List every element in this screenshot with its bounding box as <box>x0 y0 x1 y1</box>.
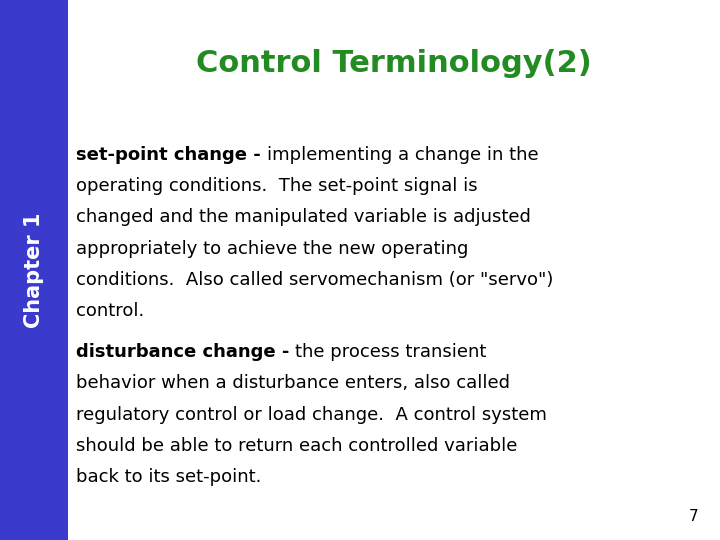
Text: conditions.  Also called servomechanism (or "servo"): conditions. Also called servomechanism (… <box>76 271 553 289</box>
Text: implementing a change in the: implementing a change in the <box>266 146 539 164</box>
Text: the process transient: the process transient <box>295 343 487 361</box>
Text: back to its set-point.: back to its set-point. <box>76 468 261 487</box>
Text: operating conditions.  The set-point signal is: operating conditions. The set-point sign… <box>76 177 477 195</box>
Text: changed and the manipulated variable is adjusted: changed and the manipulated variable is … <box>76 208 531 226</box>
Text: behavior when a disturbance enters, also called: behavior when a disturbance enters, also… <box>76 374 510 393</box>
Text: control.: control. <box>76 302 144 320</box>
Bar <box>0 0 68 540</box>
Text: disturbance change -: disturbance change - <box>76 343 295 361</box>
Text: appropriately to achieve the new operating: appropriately to achieve the new operati… <box>76 240 468 258</box>
Text: Control Terminology(2): Control Terminology(2) <box>196 49 592 78</box>
Text: should be able to return each controlled variable: should be able to return each controlled… <box>76 437 517 455</box>
Text: Chapter 1: Chapter 1 <box>24 212 44 328</box>
Text: 7: 7 <box>689 509 698 524</box>
Text: regulatory control or load change.  A control system: regulatory control or load change. A con… <box>76 406 546 424</box>
Text: set-point change -: set-point change - <box>76 146 266 164</box>
